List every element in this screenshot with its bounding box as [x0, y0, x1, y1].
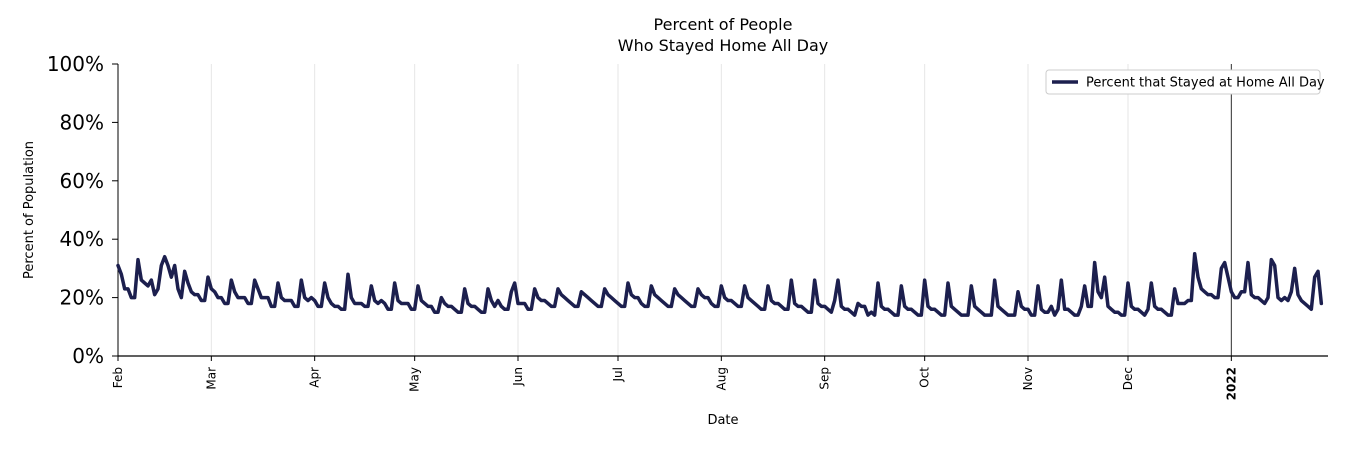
- x-tick-label: Sep: [818, 367, 832, 390]
- y-tick-label: 80%: [60, 110, 104, 134]
- x-tick-label: Feb: [111, 367, 125, 388]
- chart-title: Percent of People: [654, 15, 793, 34]
- x-tick-label: Apr: [308, 367, 322, 388]
- x-tick-label: Mar: [204, 367, 218, 390]
- series-line: [116, 252, 1324, 317]
- y-tick-label: 20%: [60, 286, 104, 310]
- x-tick-label: Nov: [1021, 367, 1035, 390]
- y-tick-label: 100%: [47, 52, 104, 76]
- x-tick-label: Jun: [511, 367, 525, 387]
- x-tick-label: 2022: [1224, 367, 1238, 400]
- legend-box: [1045, 69, 1321, 95]
- y-axis-ticks: 0% 20% 40% 60% 80% 100%: [47, 52, 118, 368]
- x-axis-ticks: Feb Mar Apr May Jun Jul Aug Sep Oct Nov Dec 2022: [111, 356, 1238, 400]
- chart-subtitle: Who Stayed Home All Day: [618, 36, 828, 55]
- y-axis-label: Percent of Population: [22, 141, 37, 279]
- legend-label: Percent that Stayed at Home All Day: [1086, 76, 1325, 91]
- x-tick-label: Aug: [714, 367, 728, 390]
- x-axis-label: Date: [707, 413, 738, 428]
- x-tick-label: Jul: [611, 367, 625, 382]
- x-tick-label: May: [408, 367, 422, 392]
- y-tick-label: 40%: [60, 227, 104, 251]
- y-tick-label: 60%: [60, 169, 104, 193]
- legend: Percent that Stayed at Home All Day: [1045, 69, 1325, 95]
- y-tick-label: 0%: [72, 344, 104, 368]
- x-tick-label: Oct: [918, 367, 932, 388]
- x-tick-label: Dec: [1121, 367, 1135, 390]
